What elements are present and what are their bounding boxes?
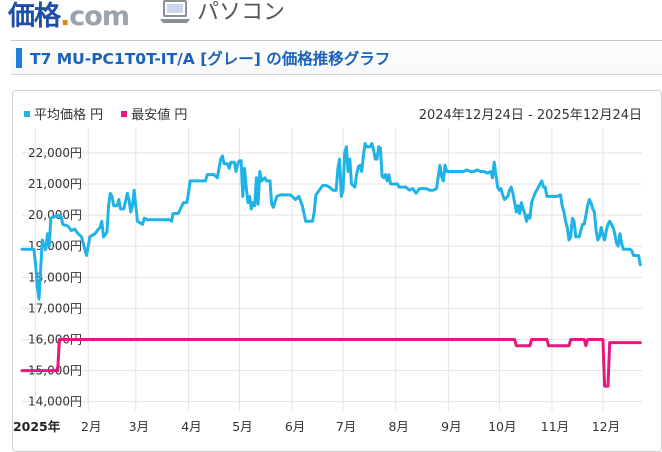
laptop-icon (160, 0, 190, 23)
category-link[interactable]: パソコン (197, 0, 286, 25)
chart-legend: 平均価格 円 最安値 円 (24, 104, 201, 123)
y-tick-label: 17,000円 (28, 301, 82, 315)
x-tick-label: 10月 (488, 419, 516, 434)
logo-com: com (69, 1, 130, 32)
y-tick-label: 21,000円 (28, 177, 82, 191)
chart-series (20, 142, 642, 388)
logo-main: 価格 (8, 1, 61, 32)
x-tick-label: 4月 (181, 419, 201, 434)
y-tick-label: 14,000円 (28, 395, 82, 409)
y-tick-label: 16,000円 (28, 332, 82, 346)
x-tick-label: 9月 (441, 419, 461, 434)
legend-label-avg: 平均価格 円 (34, 108, 104, 123)
x-tick-label: 3月 (129, 419, 149, 434)
x-axis-ticks: 2025年 2月 3月 4月 5月 6月 7月 8月 9月 10月 11月 12月 (13, 419, 620, 434)
title-accent-bar (16, 48, 22, 68)
y-tick-label: 22,000円 (28, 146, 82, 160)
legend-swatch-min (121, 110, 128, 117)
legend-label-min: 最安値 円 (131, 108, 188, 123)
x-tick-label: 11月 (541, 419, 569, 434)
y-tick-label: 19,000円 (28, 239, 82, 253)
series-line-average-price (20, 142, 642, 301)
x-tick-label: 5月 (232, 419, 252, 434)
x-tick-label: 2月 (81, 419, 101, 434)
x-tick-label: 6月 (285, 419, 305, 434)
legend-item-avg[interactable]: 平均価格 円 (24, 104, 103, 123)
x-tick-label: 8月 (388, 419, 408, 434)
x-tick-label: 7月 (336, 419, 356, 434)
chart-title-bar: T7 MU-PC1T0T-IT/A [グレー] の価格推移グラフ (11, 40, 662, 75)
date-range: 2024年12月24日 - 2025年12月24日 (418, 108, 642, 123)
x-tick-label: 2025年 (13, 419, 61, 434)
chart-grid (22, 128, 642, 411)
kakaku-logo[interactable]: 価格.com (8, 0, 130, 32)
series-line-lowest-price (20, 338, 642, 388)
legend-item-min[interactable]: 最安値 円 (121, 104, 187, 123)
logo-dot: . (60, 1, 70, 32)
chart-page-title: T7 MU-PC1T0T-IT/A [グレー] の価格推移グラフ (30, 50, 391, 68)
x-tick-label: 12月 (592, 419, 620, 434)
site-header: 価格.com パソコン (0, 0, 662, 34)
chart-frame (12, 90, 662, 452)
legend-swatch-avg (24, 110, 30, 117)
